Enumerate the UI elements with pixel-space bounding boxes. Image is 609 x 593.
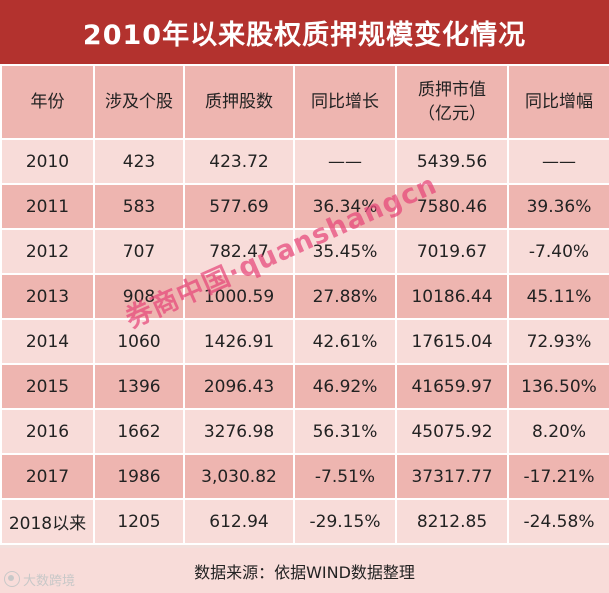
- cell-pledged-shares: 782.47: [183, 228, 295, 275]
- cell-value-yoy: 45.11%: [507, 273, 609, 320]
- cell-year: 2015: [0, 363, 95, 410]
- cell-year: 2014: [0, 318, 95, 365]
- header-value-yoy: 同比增幅: [507, 64, 609, 140]
- page-title: 2010年以来股权质押规模变化情况: [82, 19, 527, 51]
- cell-market-value: 7580.46: [395, 183, 509, 230]
- cell-stocks: 1986: [93, 453, 185, 500]
- cell-shares-yoy: -29.15%: [293, 498, 397, 545]
- cell-year: 2018以来: [0, 498, 95, 545]
- cell-market-value: 5439.56: [395, 138, 509, 185]
- cell-market-value: 37317.77: [395, 453, 509, 500]
- header-market-value: 质押市值 （亿元）: [395, 64, 509, 140]
- logo: 大数跨境: [4, 568, 75, 590]
- cell-year: 2012: [0, 228, 95, 275]
- header-pledged-shares: 质押股数: [183, 64, 295, 140]
- cell-stocks: 1205: [93, 498, 185, 545]
- cell-value-yoy: -17.21%: [507, 453, 609, 500]
- cell-stocks: 707: [93, 228, 185, 275]
- cell-pledged-shares: 1000.59: [183, 273, 295, 320]
- cell-value-yoy: 8.20%: [507, 408, 609, 455]
- cell-shares-yoy: -7.51%: [293, 453, 397, 500]
- cell-pledged-shares: 423.72: [183, 138, 295, 185]
- cell-stocks: 583: [93, 183, 185, 230]
- logo-text: 大数跨境: [23, 573, 76, 589]
- cell-stocks: 1396: [93, 363, 185, 410]
- cell-market-value: 17615.04: [395, 318, 509, 365]
- header-shares-yoy: 同比增长: [293, 64, 397, 140]
- cell-shares-yoy: 56.31%: [293, 408, 397, 455]
- table-row: 2010 423 423.72 —— 5439.56 ——: [0, 138, 609, 185]
- cell-market-value: 10186.44: [395, 273, 509, 320]
- cell-year: 2017: [0, 453, 95, 500]
- logo-icon: [4, 571, 20, 587]
- cell-year: 2010: [0, 138, 95, 185]
- table-row: 2015 1396 2096.43 46.92% 41659.97 136.50%: [0, 363, 609, 410]
- table-row: 2013 908 1000.59 27.88% 10186.44 45.11%: [0, 273, 609, 320]
- header-year: 年份: [0, 64, 95, 140]
- cell-year: 2011: [0, 183, 95, 230]
- cell-market-value: 8212.85: [395, 498, 509, 545]
- cell-market-value: 41659.97: [395, 363, 509, 410]
- source-bar: 数据来源：依据WIND数据整理: [0, 548, 609, 593]
- table-header-row: 年份 涉及个股 质押股数 同比增长 质押市值 （亿元） 同比增幅: [0, 64, 609, 140]
- cell-pledged-shares: 3,030.82: [183, 453, 295, 500]
- table-row: 2014 1060 1426.91 42.61% 17615.04 72.93%: [0, 318, 609, 365]
- cell-market-value: 7019.67: [395, 228, 509, 275]
- cell-stocks: 423: [93, 138, 185, 185]
- cell-year: 2013: [0, 273, 95, 320]
- cell-shares-yoy: 46.92%: [293, 363, 397, 410]
- cell-value-yoy: -7.40%: [507, 228, 609, 275]
- table-row: 2011 583 577.69 36.34% 7580.46 39.36%: [0, 183, 609, 230]
- cell-stocks: 1060: [93, 318, 185, 365]
- cell-shares-yoy: 42.61%: [293, 318, 397, 365]
- cell-shares-yoy: ——: [293, 138, 397, 185]
- cell-pledged-shares: 3276.98: [183, 408, 295, 455]
- cell-shares-yoy: 36.34%: [293, 183, 397, 230]
- cell-pledged-shares: 612.94: [183, 498, 295, 545]
- source-note: 数据来源：依据WIND数据整理: [194, 562, 415, 582]
- cell-pledged-shares: 2096.43: [183, 363, 295, 410]
- data-table: 年份 涉及个股 质押股数 同比增长 质押市值 （亿元） 同比增幅 2010 423 4…: [0, 64, 609, 545]
- cell-shares-yoy: 35.45%: [293, 228, 397, 275]
- table-row: 2016 1662 3276.98 56.31% 45075.92 8.20%: [0, 408, 609, 455]
- cell-value-yoy: ——: [507, 138, 609, 185]
- cell-value-yoy: 72.93%: [507, 318, 609, 365]
- cell-stocks: 908: [93, 273, 185, 320]
- header-stocks: 涉及个股: [93, 64, 185, 140]
- cell-value-yoy: 39.36%: [507, 183, 609, 230]
- cell-pledged-shares: 1426.91: [183, 318, 295, 365]
- table-row: 2012 707 782.47 35.45% 7019.67 -7.40%: [0, 228, 609, 275]
- cell-market-value: 45075.92: [395, 408, 509, 455]
- cell-value-yoy: 136.50%: [507, 363, 609, 410]
- cell-value-yoy: -24.58%: [507, 498, 609, 545]
- cell-stocks: 1662: [93, 408, 185, 455]
- cell-pledged-shares: 577.69: [183, 183, 295, 230]
- table-row: 2017 1986 3,030.82 -7.51% 37317.77 -17.21%: [0, 453, 609, 500]
- cell-year: 2016: [0, 408, 95, 455]
- title-bar: 2010年以来股权质押规模变化情况: [0, 0, 609, 64]
- table-row: 2018以来 1205 612.94 -29.15% 8212.85 -24.58%: [0, 498, 609, 545]
- cell-shares-yoy: 27.88%: [293, 273, 397, 320]
